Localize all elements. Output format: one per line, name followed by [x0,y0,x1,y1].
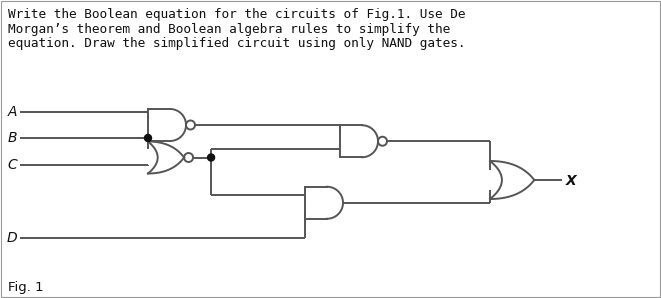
Text: D: D [7,231,17,245]
Circle shape [208,154,215,161]
Text: Fig. 1: Fig. 1 [8,281,44,294]
Text: equation. Draw the simplified circuit using only NAND gates.: equation. Draw the simplified circuit us… [8,37,465,50]
Circle shape [145,134,151,142]
Text: Morgan’s theorem and Boolean algebra rules to simplify the: Morgan’s theorem and Boolean algebra rul… [8,23,450,35]
Text: B: B [7,131,17,145]
Text: X: X [565,174,576,188]
Text: A: A [7,105,17,119]
Text: Write the Boolean equation for the circuits of Fig.1. Use De: Write the Boolean equation for the circu… [8,8,465,21]
Text: C: C [7,158,17,172]
